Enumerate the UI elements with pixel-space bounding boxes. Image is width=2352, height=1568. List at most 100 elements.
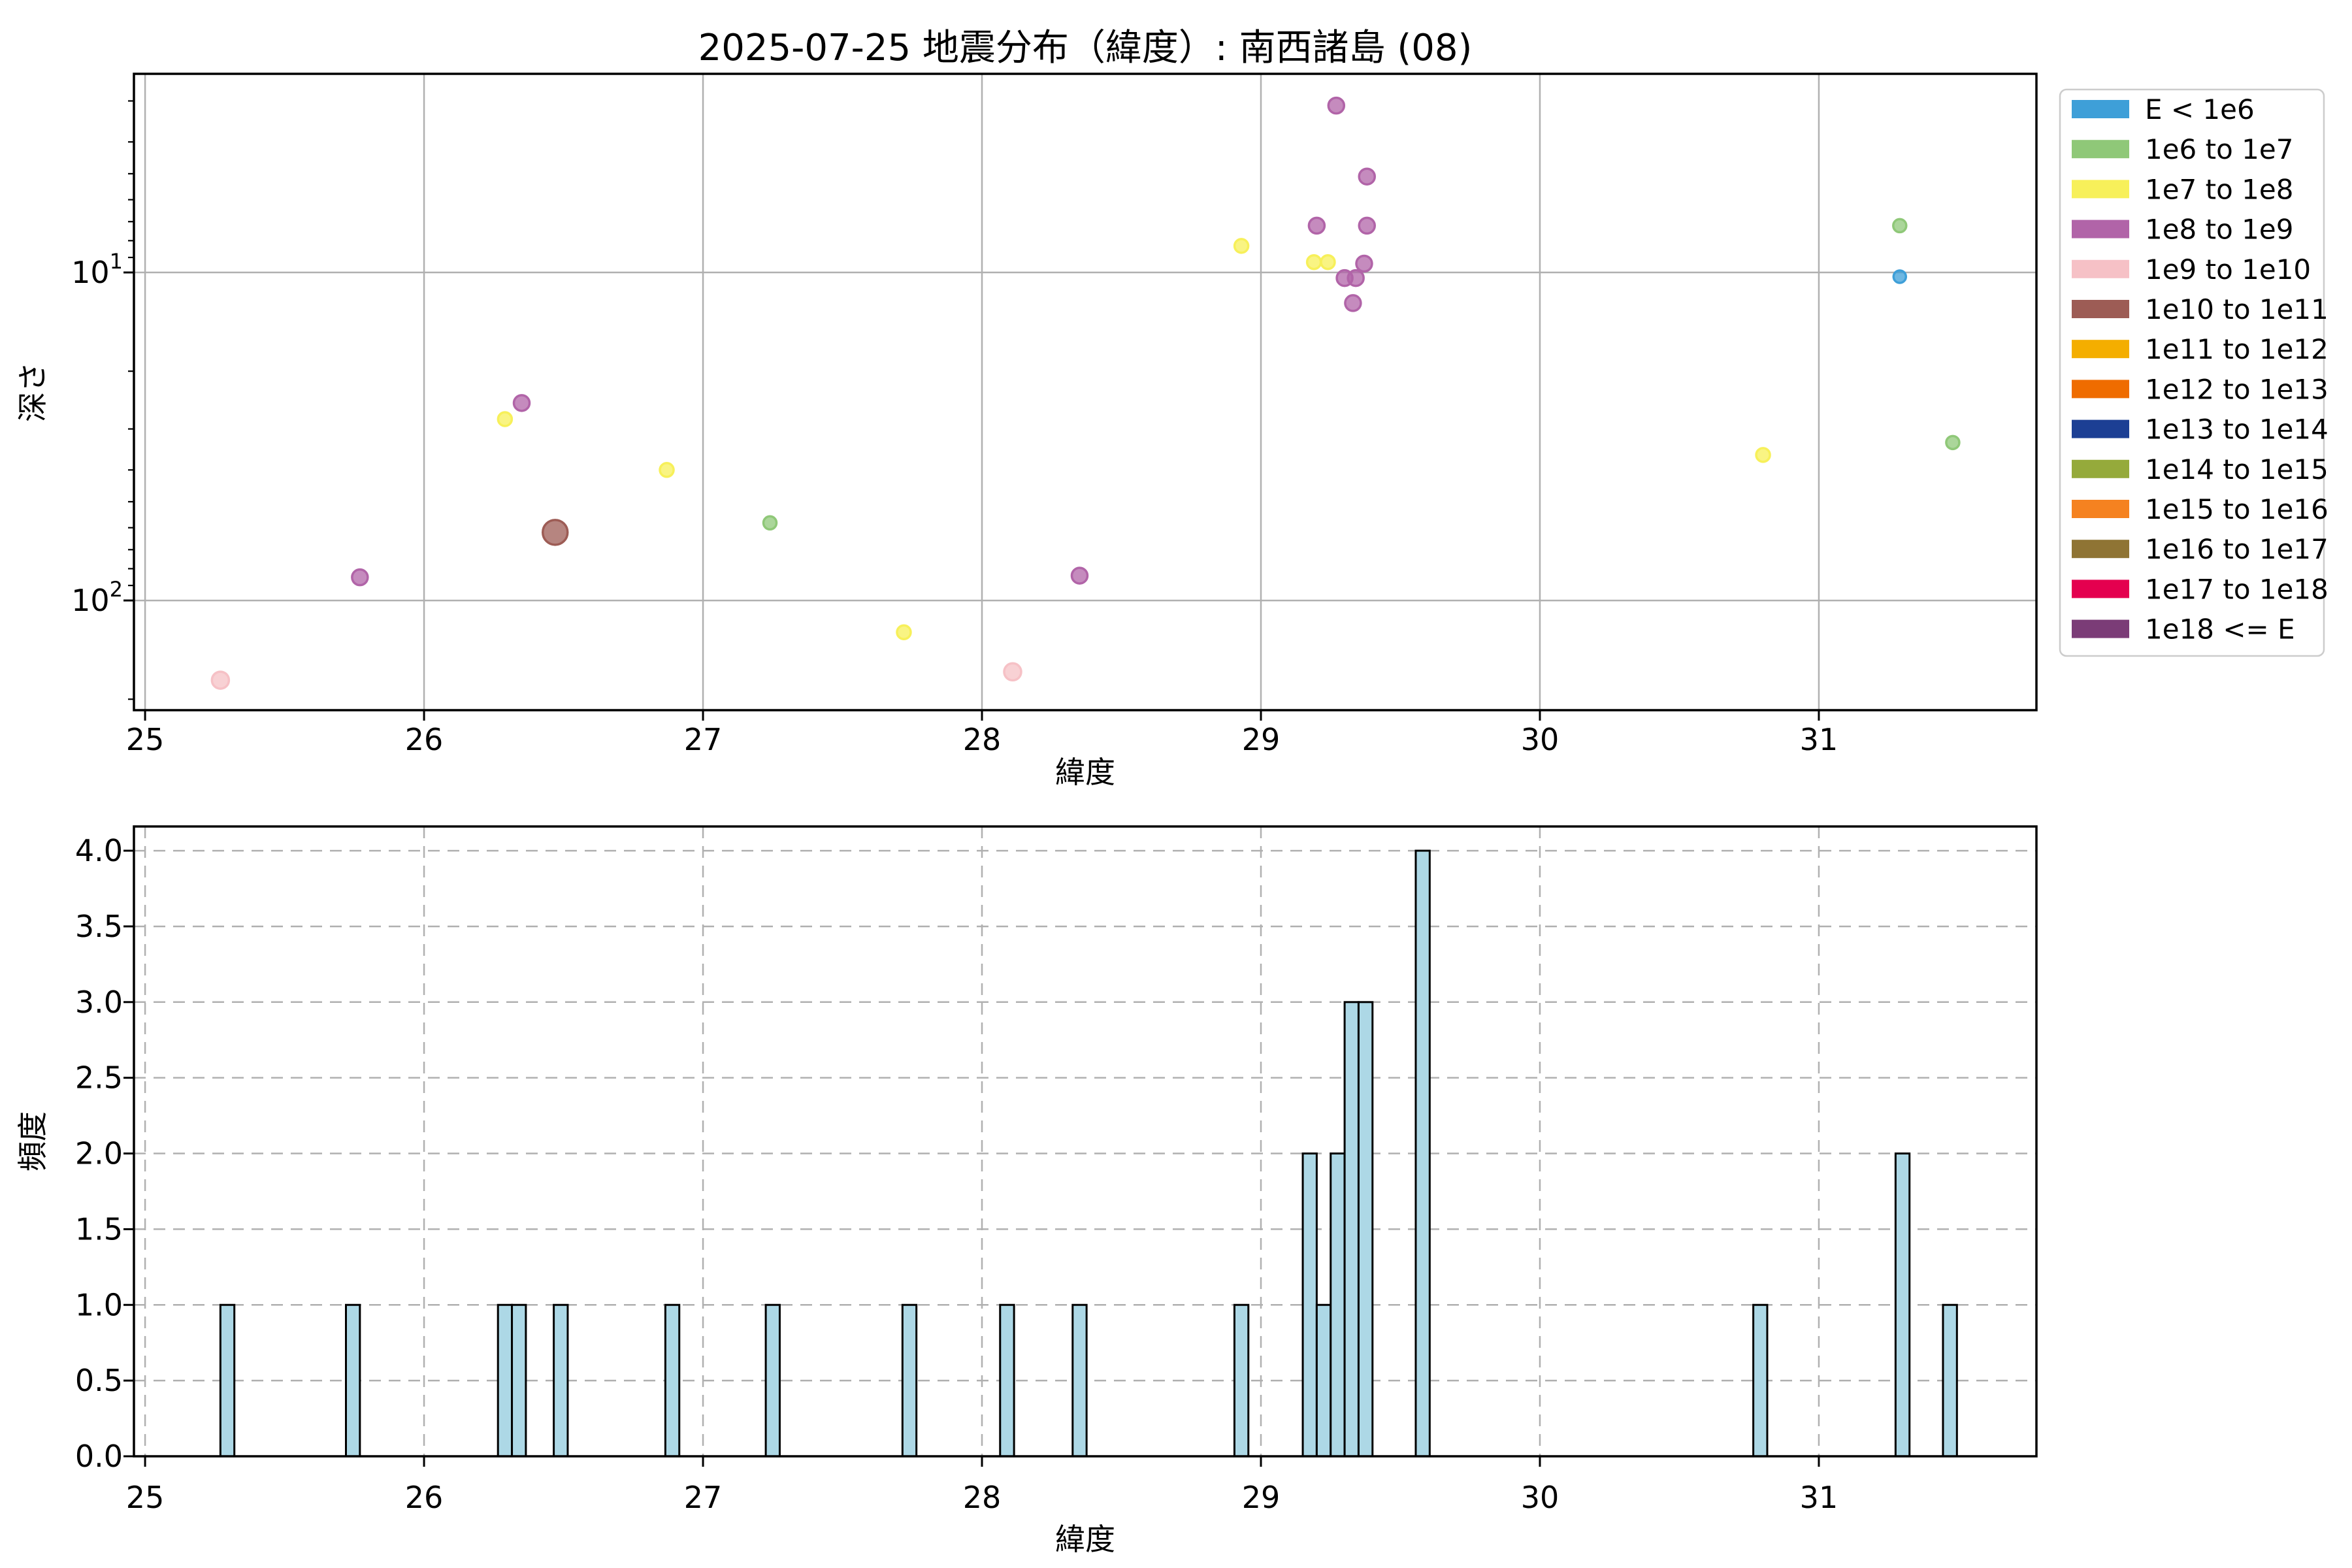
x-tick-label: 27 xyxy=(684,1480,723,1515)
y-tick-label: 1.5 xyxy=(75,1211,123,1247)
legend-item: 1e6 to 1e7 xyxy=(2072,133,2293,165)
y-tick-label: 0.0 xyxy=(75,1439,123,1474)
scatter-yaxis-label: 深さ xyxy=(15,362,50,422)
histogram-bar xyxy=(1414,849,1431,1458)
histogram-yaxis-label: 頻度 xyxy=(15,1111,50,1171)
scatter-point xyxy=(896,624,912,640)
legend-swatch xyxy=(2072,100,2129,118)
tick-labels: 25 26 27 28 29 30 31 25 26 27 28 29 30 31 101 102 0.0 0.5… xyxy=(71,249,1838,1515)
legend-swatch xyxy=(2072,380,2129,399)
scatter-point xyxy=(762,515,778,531)
legend-swatch xyxy=(2072,180,2129,199)
legend-label: 1e12 to 1e13 xyxy=(2145,373,2328,405)
histogram-bar xyxy=(1357,1001,1374,1458)
histogram-bar xyxy=(1942,1303,1958,1458)
scatter-point xyxy=(541,519,569,546)
legend-item: E < 1e6 xyxy=(2072,93,2255,125)
scatter-point xyxy=(512,394,531,412)
scatter-point xyxy=(1344,294,1362,312)
scatter-point xyxy=(1355,254,1373,273)
histogram-bar xyxy=(1894,1152,1911,1458)
legend-label: 1e15 to 1e16 xyxy=(2145,493,2328,525)
y-tick-label: 2.0 xyxy=(75,1136,123,1171)
legend-swatch xyxy=(2072,500,2129,518)
legend-swatch xyxy=(2072,220,2129,238)
histogram-bar xyxy=(664,1303,681,1458)
scatter-point xyxy=(351,568,369,587)
x-tick-label: 31 xyxy=(1800,722,1838,757)
legend: E < 1e6 1e6 to 1e7 1e7 to 1e8 1e8 to 1e9 1e9… xyxy=(2059,88,2328,657)
histogram-xaxis-label: 緯度 xyxy=(1055,1522,1115,1557)
histogram-bar xyxy=(1233,1303,1250,1458)
y-tick-label: 2.5 xyxy=(75,1060,123,1096)
histogram-bar xyxy=(1343,1001,1360,1458)
histogram-bar xyxy=(999,1303,1015,1458)
legend-item: 1e11 to 1e12 xyxy=(2072,333,2328,365)
histogram-bar xyxy=(1752,1303,1769,1458)
x-tick-label: 29 xyxy=(1242,722,1281,757)
x-tick-label: 27 xyxy=(684,722,723,757)
legend-swatch xyxy=(2072,259,2129,278)
legend-item: 1e12 to 1e13 xyxy=(2072,373,2328,405)
legend-item: 1e7 to 1e8 xyxy=(2072,173,2293,205)
legend-item: 1e17 to 1e18 xyxy=(2072,573,2328,605)
histogram-bars xyxy=(219,849,1958,1458)
histogram-bar xyxy=(1071,1303,1088,1458)
histogram-bar xyxy=(764,1303,781,1458)
legend-item: 1e9 to 1e10 xyxy=(2072,253,2311,286)
scatter-plot-frame xyxy=(133,73,2038,711)
y-tick-label: 3.5 xyxy=(75,909,123,944)
scatter-point xyxy=(497,411,514,427)
legend-item: 1e8 to 1e9 xyxy=(2072,214,2293,246)
legend-swatch xyxy=(2072,340,2129,359)
x-tick-label: 31 xyxy=(1800,1480,1838,1515)
x-tick-label: 28 xyxy=(963,1480,1002,1515)
scatter-point xyxy=(210,670,231,690)
histogram-bar xyxy=(1301,1152,1318,1458)
scatter-point xyxy=(1320,253,1336,270)
scatter-point xyxy=(1307,216,1326,235)
legend-item: 1e13 to 1e14 xyxy=(2072,414,2328,446)
legend-swatch xyxy=(2072,419,2129,438)
legend-item: 1e10 to 1e11 xyxy=(2072,293,2328,325)
y-tick-label: 101 xyxy=(71,249,123,290)
y-tick-label: 3.0 xyxy=(75,985,123,1020)
legend-item: 1e14 to 1e15 xyxy=(2072,453,2328,485)
legend-label: 1e7 to 1e8 xyxy=(2145,173,2293,205)
x-tick-label: 25 xyxy=(126,1480,165,1515)
scatter-point xyxy=(1233,238,1250,254)
scatter-point xyxy=(1305,253,1322,270)
legend-label: 1e18 <= E xyxy=(2145,613,2295,645)
legend-label: E < 1e6 xyxy=(2145,93,2255,125)
histogram-bar xyxy=(497,1303,514,1458)
x-tick-label: 28 xyxy=(963,722,1002,757)
scatter-points xyxy=(210,96,1961,690)
scatter-point xyxy=(1945,434,1961,451)
legend-label: 1e14 to 1e15 xyxy=(2145,453,2328,485)
scatter-point xyxy=(1358,216,1376,235)
scatter-point xyxy=(659,462,675,478)
x-tick-label: 26 xyxy=(405,1480,444,1515)
scatter-point xyxy=(1327,96,1346,115)
axes-frames xyxy=(133,73,2038,1458)
y-tick-label: 0.5 xyxy=(75,1363,123,1398)
x-tick-label: 26 xyxy=(405,722,444,757)
scatter-xaxis-label: 緯度 xyxy=(1055,755,1115,790)
legend-swatch xyxy=(2072,140,2129,159)
x-tick-label: 25 xyxy=(126,722,165,757)
legend-swatch xyxy=(2072,540,2129,559)
legend-label: 1e13 to 1e14 xyxy=(2145,414,2328,446)
legend-label: 1e6 to 1e7 xyxy=(2145,133,2293,165)
histogram-bar xyxy=(901,1303,918,1458)
legend-swatch xyxy=(2072,300,2129,318)
x-tick-label: 29 xyxy=(1242,1480,1281,1515)
scatter-point xyxy=(1347,269,1365,287)
scatter-point xyxy=(1070,566,1089,585)
legend-label: 1e11 to 1e12 xyxy=(2145,333,2328,365)
scatter-point xyxy=(1358,167,1376,186)
legend-label: 1e9 to 1e10 xyxy=(2145,253,2311,286)
scatter-gridlines xyxy=(134,74,2036,710)
x-tick-label: 30 xyxy=(1521,1480,1560,1515)
